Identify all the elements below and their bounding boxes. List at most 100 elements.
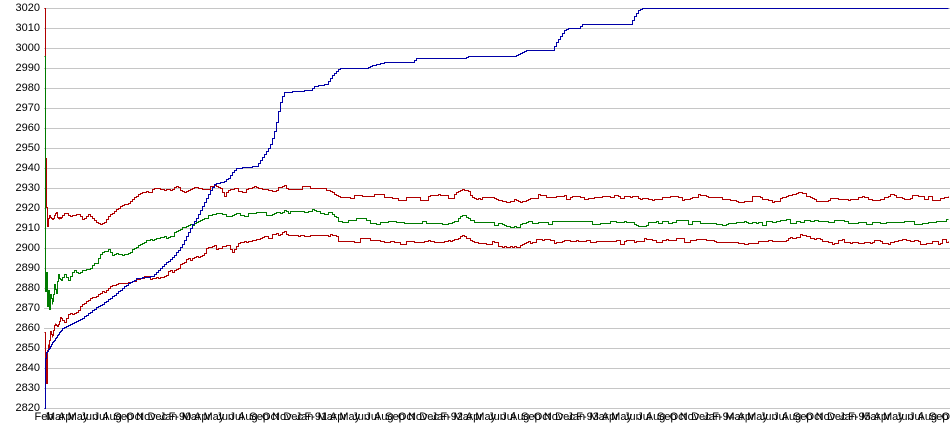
x-tick-label: Mar [453, 411, 473, 423]
x-tick-label: Jan [839, 411, 857, 423]
x-tick-label: F-91 [304, 411, 328, 423]
y-tick-label: 2910 [15, 222, 40, 234]
series-center-line-green [44, 56, 949, 310]
x-tick-label: Apr [737, 411, 755, 423]
x-tick-label: May [67, 411, 89, 423]
x-tick-label: Jun [80, 411, 99, 423]
y-tick-label: 2980 [15, 82, 40, 94]
x-tick-label: Nov [407, 411, 428, 423]
y-tick-label: 2870 [15, 302, 40, 314]
x-tick-label: Dec [147, 411, 168, 423]
x-tick-label: Oct [805, 411, 823, 423]
x-tick-label: F-90 [168, 411, 192, 423]
y-tick-label: 2970 [15, 102, 40, 114]
x-tick-label: Jan [295, 411, 314, 423]
y-tick-label: 2830 [15, 382, 40, 394]
x-tick-label: Sep [113, 411, 134, 423]
x-tick-label: May [611, 411, 632, 423]
x-tick-label: F-95 [848, 411, 871, 423]
x-tick-label: Oct [126, 411, 144, 423]
x-tick-label: Jul [637, 411, 652, 423]
x-tick-label: Sep [792, 411, 813, 423]
x-tick-label: Jan [567, 411, 586, 423]
x-tick-label: May [475, 411, 497, 423]
y-tick-label: 2850 [15, 342, 40, 354]
x-tick-label: Mar [317, 411, 337, 423]
y-tick-label: 3010 [15, 22, 40, 34]
y-tick-label: 2920 [15, 202, 40, 214]
x-tick-label: Jan [431, 411, 450, 423]
x-tick-label: Jul [365, 411, 380, 423]
series-cumulative-line-blue [44, 8, 949, 409]
x-tick-label: Aug [781, 411, 802, 423]
x-tick-label: Feb [34, 411, 54, 423]
x-tick-label: Sep [249, 411, 269, 423]
x-tick-label: Jun [759, 411, 778, 423]
x-tick-label: Jul [908, 411, 924, 423]
x-tick-label: Apr [601, 411, 619, 423]
x-tick-label: May [882, 411, 904, 423]
y-tick-label: 2900 [15, 242, 40, 254]
x-tick-label: Aug [373, 411, 394, 423]
x-tick-label: Jul [501, 411, 516, 423]
x-tick-label: Jan [703, 411, 722, 423]
x-tick-label: Apr [873, 411, 891, 423]
x-tick-label: Mar [45, 411, 65, 423]
x-tick-label: Dec [283, 411, 303, 423]
x-tick-label: Dec [691, 411, 711, 423]
x-tick-label: Jul [773, 411, 788, 423]
x-tick-label: Nov [815, 411, 836, 423]
x-tick-label: Aug [238, 411, 258, 423]
y-tick-label: 3020 [15, 2, 40, 14]
x-tick-label: Apr [58, 411, 76, 423]
x-tick-label: Nov [136, 411, 156, 423]
x-tick-label: Apr [193, 411, 212, 423]
x-tick-label: Oct [261, 411, 280, 423]
x-tick-label: Sep [385, 411, 405, 423]
x-tick-label: Oct [397, 411, 415, 423]
y-tick-label: 2840 [15, 362, 40, 374]
x-tick-label: Jan [159, 411, 178, 423]
x-tick-label: Aug [645, 411, 666, 423]
x-tick-label: Nov [272, 411, 292, 423]
x-tick-label: Mar [181, 411, 201, 423]
x-tick-label: F-93 [576, 411, 599, 423]
x-tick-label: Apr [465, 411, 483, 423]
x-tick-label: Dec [555, 411, 575, 423]
x-tick-label: Jun [895, 411, 914, 423]
x-tick-label: May [203, 411, 225, 423]
x-tick-label: Mar [861, 411, 881, 423]
x-tick-label: Oct [669, 411, 687, 423]
x-tick-label: Oct [533, 411, 551, 423]
x-tick-label: Dec [419, 411, 439, 423]
y-tick-label: 2860 [15, 322, 40, 334]
x-tick-label: May [747, 411, 768, 423]
x-tick-label: Jun [352, 411, 370, 423]
series-lower-band-dark-red [44, 231, 949, 384]
y-tick-label: 2880 [15, 282, 40, 294]
x-tick-label: Oct [941, 411, 950, 423]
x-tick-label: F-94 [712, 411, 735, 423]
x-tick-label: Sep [657, 411, 677, 423]
x-tick-label: Apr [329, 411, 347, 423]
y-tick-label: 2930 [15, 182, 40, 194]
x-tick-label: Mar [725, 411, 745, 423]
x-tick-label: May [339, 411, 361, 423]
x-tick-label: Aug [509, 411, 530, 423]
y-tick-label: 2890 [15, 262, 40, 274]
x-tick-label: Jul [93, 411, 108, 423]
x-tick-label: Sep [521, 411, 541, 423]
y-tick-label: 2820 [15, 402, 40, 414]
y-tick-label: 2960 [15, 122, 40, 134]
x-tick-label: F-92 [440, 411, 463, 423]
y-tick-label: 2990 [15, 62, 40, 74]
x-tick-label: Nov [543, 411, 564, 423]
y-tick-label: 2940 [15, 162, 40, 174]
x-tick-label: Jun [488, 411, 506, 423]
x-tick-label: Aug [917, 411, 938, 423]
x-tick-label: Jun [216, 411, 235, 423]
x-tick-label: Jul [229, 411, 244, 423]
x-tick-label: Dec [826, 411, 847, 423]
x-tick-label: Mar [589, 411, 609, 423]
